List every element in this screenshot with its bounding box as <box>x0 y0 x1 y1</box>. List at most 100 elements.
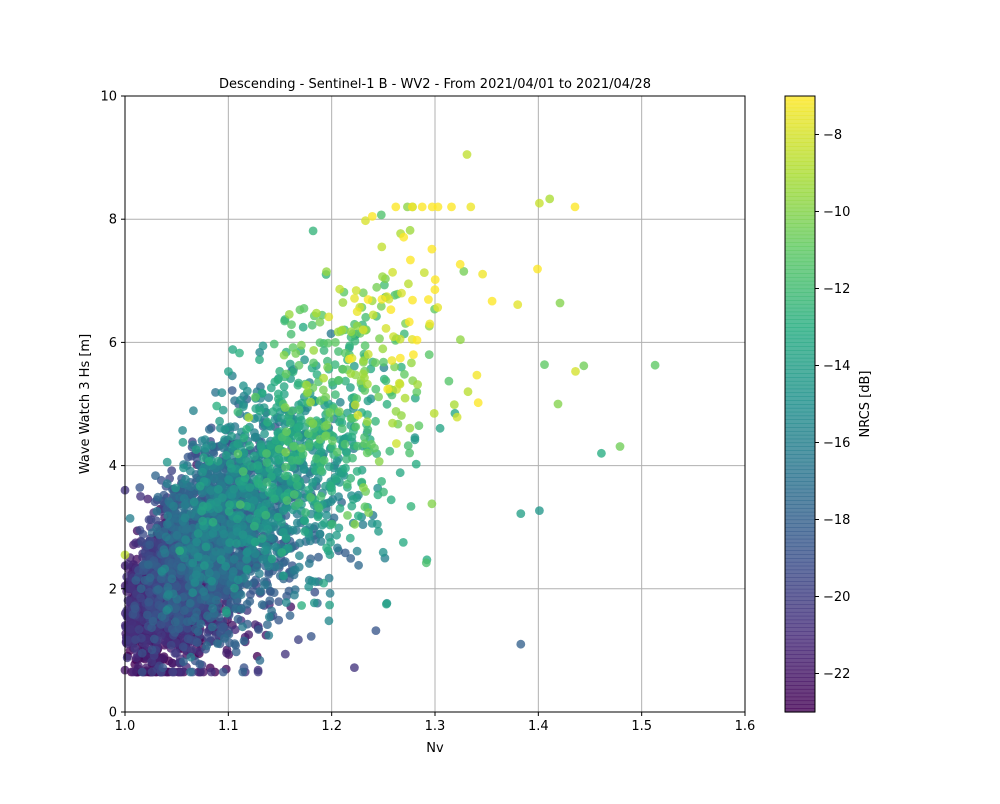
scatter-point <box>238 622 248 632</box>
scatter-point <box>408 295 417 305</box>
scatter-point <box>213 504 223 514</box>
scatter-point <box>315 317 325 327</box>
scatter-point <box>227 386 237 395</box>
scatter-point <box>251 549 260 558</box>
scatter-point <box>264 488 274 497</box>
scatter-point <box>218 405 228 415</box>
scatter-point <box>155 530 164 540</box>
scatter-point <box>238 402 248 411</box>
colorbar-segment <box>785 396 815 401</box>
scatter-point <box>195 481 205 491</box>
colorbar-segment <box>785 338 815 343</box>
scatter-point <box>309 598 319 608</box>
colorbar-segment <box>785 511 815 517</box>
scatter-point <box>282 496 292 505</box>
scatter-point <box>419 268 429 277</box>
scatter-point <box>287 455 297 465</box>
colorbar-segment <box>785 457 815 463</box>
scatter-point <box>129 667 138 677</box>
scatter-point <box>368 310 378 320</box>
scatter-point <box>227 431 236 441</box>
scatter-point <box>180 606 189 615</box>
colorbar-segment <box>785 688 815 694</box>
scatter-point <box>579 361 589 371</box>
scatter-point <box>294 635 303 645</box>
scatter-point <box>251 392 260 402</box>
scatter-point <box>219 529 229 539</box>
colorbar-segment <box>785 627 815 632</box>
scatter-point <box>294 498 304 508</box>
scatter-point <box>352 467 362 476</box>
scatter-point <box>186 652 196 662</box>
scatter-point <box>300 516 310 526</box>
scatter-point <box>228 345 238 354</box>
scatter-point <box>314 552 323 562</box>
colorbar-segment <box>785 465 815 471</box>
scatter-point <box>344 354 354 364</box>
colorbar-segment <box>785 292 815 297</box>
scatter-point <box>197 488 207 498</box>
scatter-point <box>463 387 473 397</box>
scatter-point <box>399 232 409 242</box>
scatter-point <box>392 439 401 448</box>
colorbar-segment <box>785 481 815 486</box>
colorbar-segment <box>785 319 815 324</box>
colorbar-segment <box>785 411 815 417</box>
scatter-point <box>130 604 140 613</box>
scatter-point <box>342 479 352 489</box>
scatter-point <box>400 393 410 403</box>
scatter-point <box>244 630 254 639</box>
colorbar-segment <box>785 507 815 513</box>
scatter-point <box>204 456 214 466</box>
scatter-point <box>242 599 252 609</box>
scatter-point <box>193 529 203 538</box>
scatter-point <box>395 334 405 344</box>
scatter-point <box>187 645 197 655</box>
scatter-point <box>255 406 265 415</box>
scatter-point <box>157 566 167 576</box>
scatter-point <box>162 605 172 615</box>
scatter-point <box>359 483 368 492</box>
scatter-point <box>151 471 160 480</box>
colorbar-segment <box>785 288 815 293</box>
scatter-point <box>207 622 217 632</box>
scatter-point <box>152 506 162 516</box>
scatter-point <box>570 202 580 212</box>
scatter-point <box>650 360 660 370</box>
colorbar-segment <box>785 685 815 690</box>
scatter-point <box>190 613 200 623</box>
colorbar-segment <box>785 327 815 332</box>
scatter-point <box>274 444 284 454</box>
scatter-point <box>135 483 145 492</box>
scatter-point <box>340 548 350 558</box>
scatter-point <box>304 485 314 495</box>
scatter-point <box>169 501 178 511</box>
scatter-point <box>183 634 193 644</box>
scatter-point <box>311 577 320 587</box>
scatter-point <box>372 282 382 292</box>
scatter-point <box>258 554 268 564</box>
scatter-point <box>216 555 226 565</box>
scatter-point <box>207 576 217 586</box>
colorbar-segment <box>785 496 815 501</box>
scatter-point <box>152 523 161 533</box>
scatter-point <box>232 539 241 548</box>
scatter-point <box>221 451 231 460</box>
scatter-point <box>333 543 342 553</box>
scatter-point <box>310 587 320 597</box>
scatter-point <box>293 432 303 441</box>
scatter-point <box>222 648 232 658</box>
scatter-point <box>405 225 415 235</box>
colorbar-segment <box>785 392 815 397</box>
scatter-point <box>331 390 340 399</box>
colorbar-segment <box>785 388 815 394</box>
plot-area: 1.0 1.1 1.2 1.3 1.4 1.5 1.6 0 2 4 6 8 10 <box>100 90 755 735</box>
scatter-point <box>257 600 267 609</box>
scatter-point <box>198 516 208 526</box>
scatter-point <box>269 339 279 349</box>
colorbar: −22 −20 −18 −16 −14 −12 −10 −8 <box>784 95 850 713</box>
scatter-point <box>249 496 259 505</box>
colorbar-segment <box>785 250 815 255</box>
colorbar-segment <box>785 492 815 497</box>
colorbar-segment <box>785 142 815 147</box>
